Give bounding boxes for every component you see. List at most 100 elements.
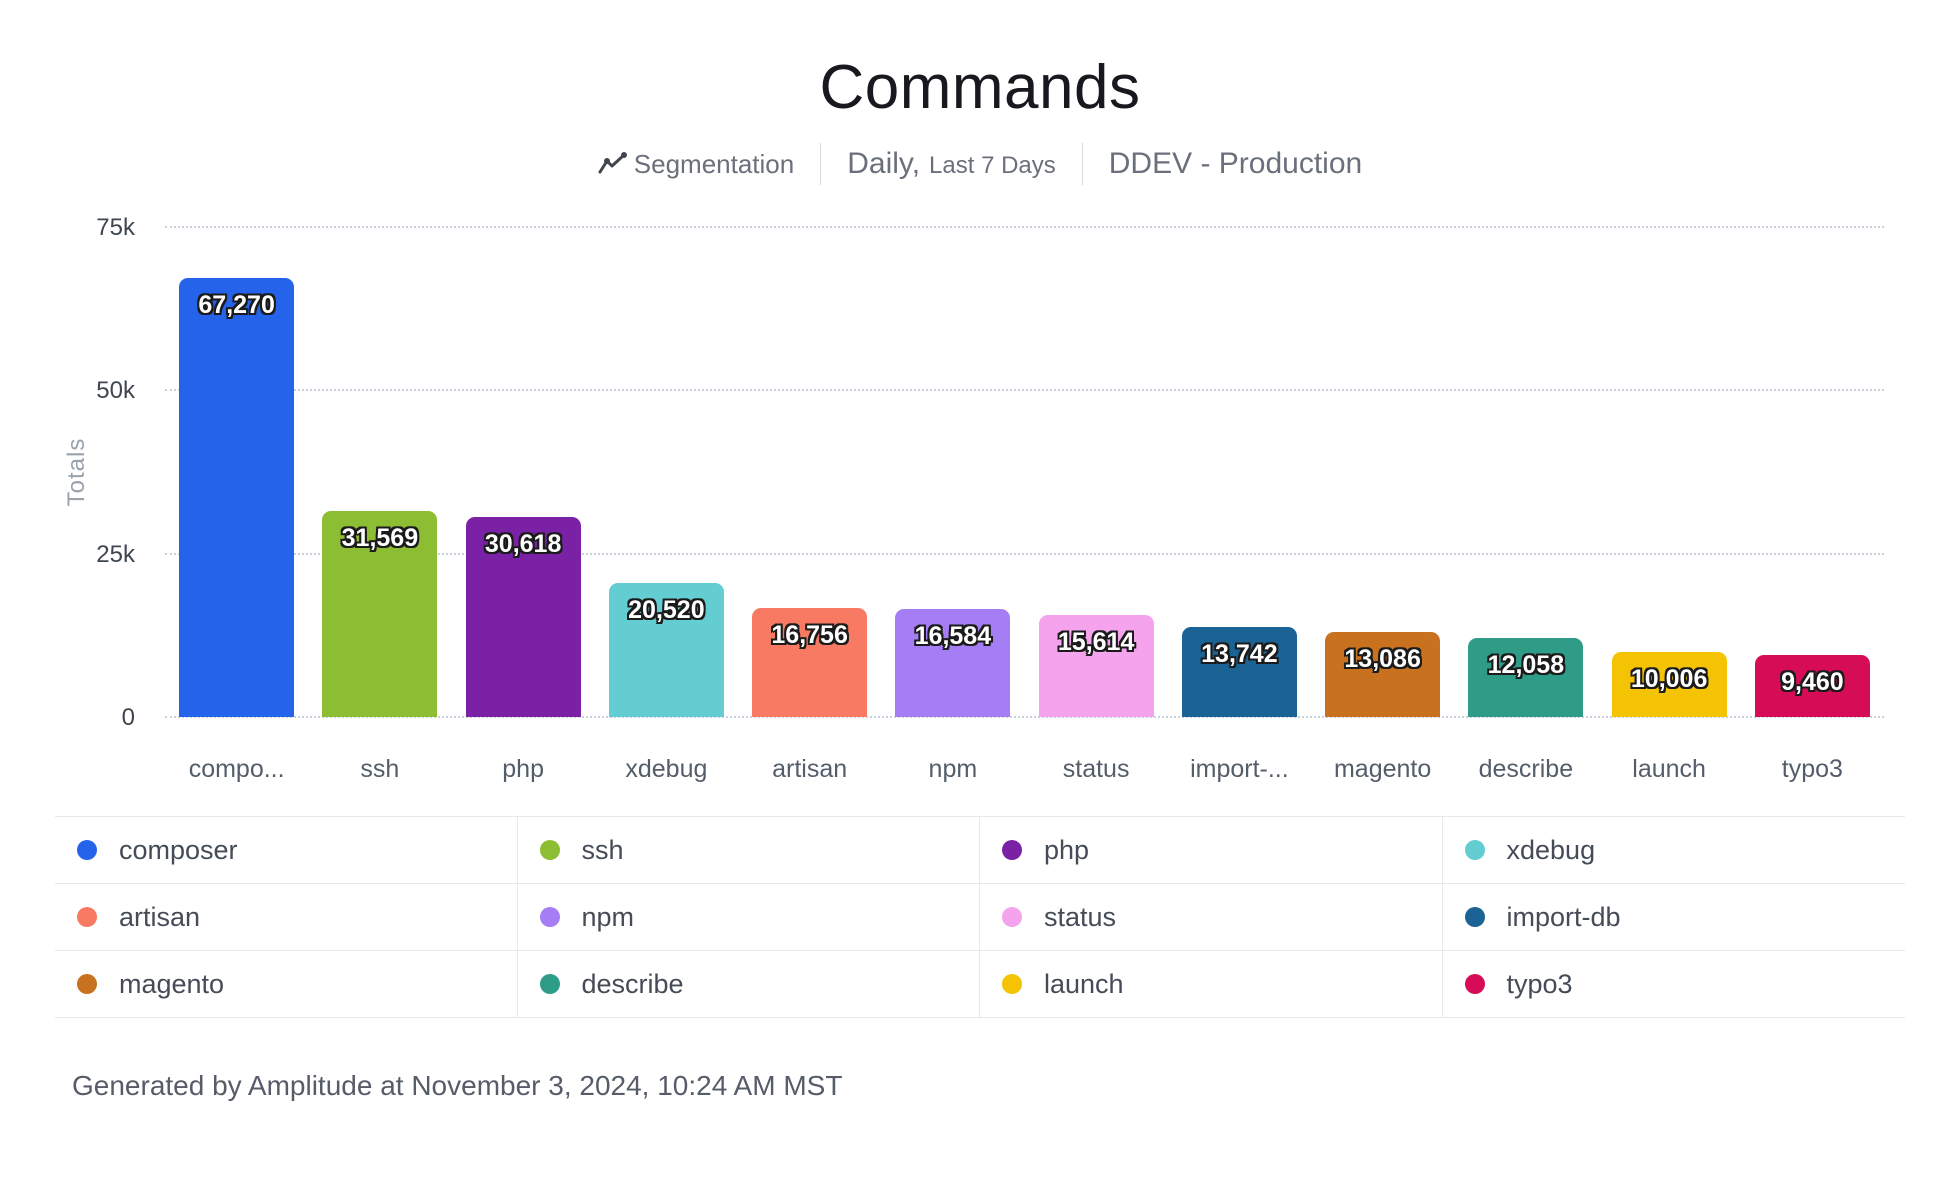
subtitle-divider [1081, 143, 1083, 185]
x-tick-label-artisan: artisan [772, 755, 848, 783]
legend-item-artisan[interactable]: artisan [55, 884, 518, 951]
date-range-primary: Daily, [847, 147, 921, 180]
bar-chart: Totals 0 25k 50k 75k 67,270 31,569 30,618 20,52… [0, 214, 1960, 784]
bars-container: 67,270 31,569 30,618 20,520 16,756 16,584 15,6… [165, 227, 1884, 717]
legend-label: magento [119, 968, 225, 999]
legend-color-dot [77, 974, 97, 994]
segmentation-label: Segmentation [633, 148, 795, 179]
legend-label: composer [119, 834, 238, 865]
legend-label: ssh [581, 834, 624, 865]
gridline [165, 389, 1884, 392]
bar-npm[interactable]: 16,584 [895, 608, 1011, 717]
bar-magento[interactable]: 13,086 [1325, 631, 1441, 717]
y-tick-label: 0 [121, 704, 135, 731]
bar-value-label: 16,584 [914, 621, 992, 650]
legend-color-dot [77, 840, 97, 860]
y-tick-label: 50k [96, 377, 135, 405]
legend-color-dot [539, 907, 560, 927]
legend-label: import-db [1506, 901, 1621, 932]
y-axis-title: Totals [63, 437, 90, 507]
bar-slot: 30,618 [452, 227, 595, 717]
bar-ssh[interactable]: 31,569 [322, 510, 438, 717]
bar-slot: 16,584 [881, 227, 1024, 717]
page-title: Commands [819, 53, 1141, 122]
x-tick-label-php: php [502, 755, 544, 783]
legend-item-typo3[interactable]: typo3 [1442, 951, 1905, 1018]
legend-label: typo3 [1506, 968, 1573, 999]
bar-slot: 9,460 [1741, 227, 1884, 717]
x-tick-label-typo3: typo3 [1781, 755, 1843, 783]
date-range: Daily, Last 7 Days [847, 147, 1056, 181]
y-tick-label: 75k [96, 214, 135, 241]
legend-item-import-db[interactable]: import-db [1442, 884, 1905, 951]
bar-xdebug[interactable]: 20,520 [608, 582, 724, 717]
legend-item-composer[interactable]: composer [55, 817, 518, 884]
bar-value-label: 30,618 [484, 529, 562, 558]
legend-item-magento[interactable]: magento [55, 951, 518, 1018]
bar-slot: 16,756 [738, 227, 881, 717]
bar-slot: 67,270 [165, 227, 308, 717]
x-tick-label-describe: describe [1478, 755, 1574, 783]
bar-import-db[interactable]: 13,742 [1181, 627, 1297, 717]
x-tick-label-xdebug: xdebug [625, 755, 708, 783]
bar-describe[interactable]: 12,058 [1468, 638, 1584, 717]
legend-color-dot [1464, 840, 1485, 860]
legend-label: status [1044, 901, 1117, 932]
chart-subtitle: Segmentation Daily, Last 7 Days DDEV - P… [0, 143, 1960, 185]
gridline [165, 226, 1884, 228]
legend-label: launch [1044, 968, 1124, 999]
legend-color-dot [1002, 974, 1022, 994]
x-tick-label-status: status [1062, 755, 1130, 783]
bar-artisan[interactable]: 16,756 [752, 607, 868, 717]
bar-value-label: 13,086 [1344, 644, 1421, 673]
legend-label: artisan [119, 901, 201, 932]
gridline [165, 552, 1884, 555]
legend-item-npm[interactable]: npm [517, 884, 980, 951]
x-axis-labels: compo... ssh php xdebug artisan npm status impo… [165, 755, 1884, 784]
bar-value-label: 13,742 [1201, 640, 1278, 669]
chart-legend: composer ssh php xdebug artisan npm status impo… [55, 816, 1905, 1018]
y-tick-label: 25k [96, 540, 135, 568]
bar-slot: 12,058 [1454, 227, 1597, 717]
x-tick-label-composer: compo... [188, 755, 285, 783]
plot-area: Totals 0 25k 50k 75k 67,270 31,569 30,618 20,52… [63, 214, 1884, 731]
bar-slot: 15,614 [1025, 227, 1168, 717]
date-range-secondary: Last 7 Days [929, 152, 1056, 179]
bar-value-label: 12,058 [1487, 651, 1565, 680]
legend-color-dot [1464, 907, 1485, 927]
legend-color-dot [1002, 840, 1022, 860]
bar-status[interactable]: 15,614 [1038, 615, 1154, 717]
legend-item-launch[interactable]: launch [980, 951, 1443, 1018]
bar-launch[interactable]: 10,006 [1611, 651, 1727, 717]
legend-label: php [1044, 834, 1090, 865]
segmentation-chip: Segmentation [598, 149, 794, 180]
legend-item-xdebug[interactable]: xdebug [1442, 817, 1905, 884]
bar-value-label: 16,756 [771, 620, 848, 649]
legend-color-dot [77, 907, 97, 927]
x-tick-label-npm: npm [928, 755, 978, 783]
environment-label: DDEV - Production [1108, 147, 1363, 180]
bar-value-label: 20,520 [628, 595, 705, 624]
bar-slot: 13,742 [1168, 227, 1311, 717]
bar-value-label: 10,006 [1630, 664, 1708, 693]
bar-typo3[interactable]: 9,460 [1754, 655, 1870, 717]
legend-item-describe[interactable]: describe [517, 951, 980, 1018]
legend-label: describe [581, 968, 684, 999]
x-tick-label-ssh: ssh [360, 755, 400, 783]
bar-slot: 20,520 [595, 227, 738, 717]
legend-color-dot [539, 840, 560, 860]
legend-item-php[interactable]: php [980, 817, 1443, 884]
bar-value-label: 15,614 [1057, 628, 1135, 656]
bar-composer[interactable]: 67,270 [179, 277, 295, 717]
bar-slot: 10,006 [1598, 227, 1741, 717]
bar-slot: 31,569 [308, 227, 451, 717]
legend-item-ssh[interactable]: ssh [517, 817, 980, 884]
gridline [165, 716, 1884, 718]
bar-php[interactable]: 30,618 [465, 516, 581, 717]
legend-item-status[interactable]: status [980, 884, 1443, 951]
generated-by-text: Generated by Amplitude at November 3, 20… [72, 1070, 843, 1101]
subtitle-divider [820, 143, 822, 185]
bar-value-label: 31,569 [341, 523, 419, 552]
bar-slot: 13,086 [1311, 227, 1454, 717]
x-tick-label-launch: launch [1632, 755, 1706, 783]
